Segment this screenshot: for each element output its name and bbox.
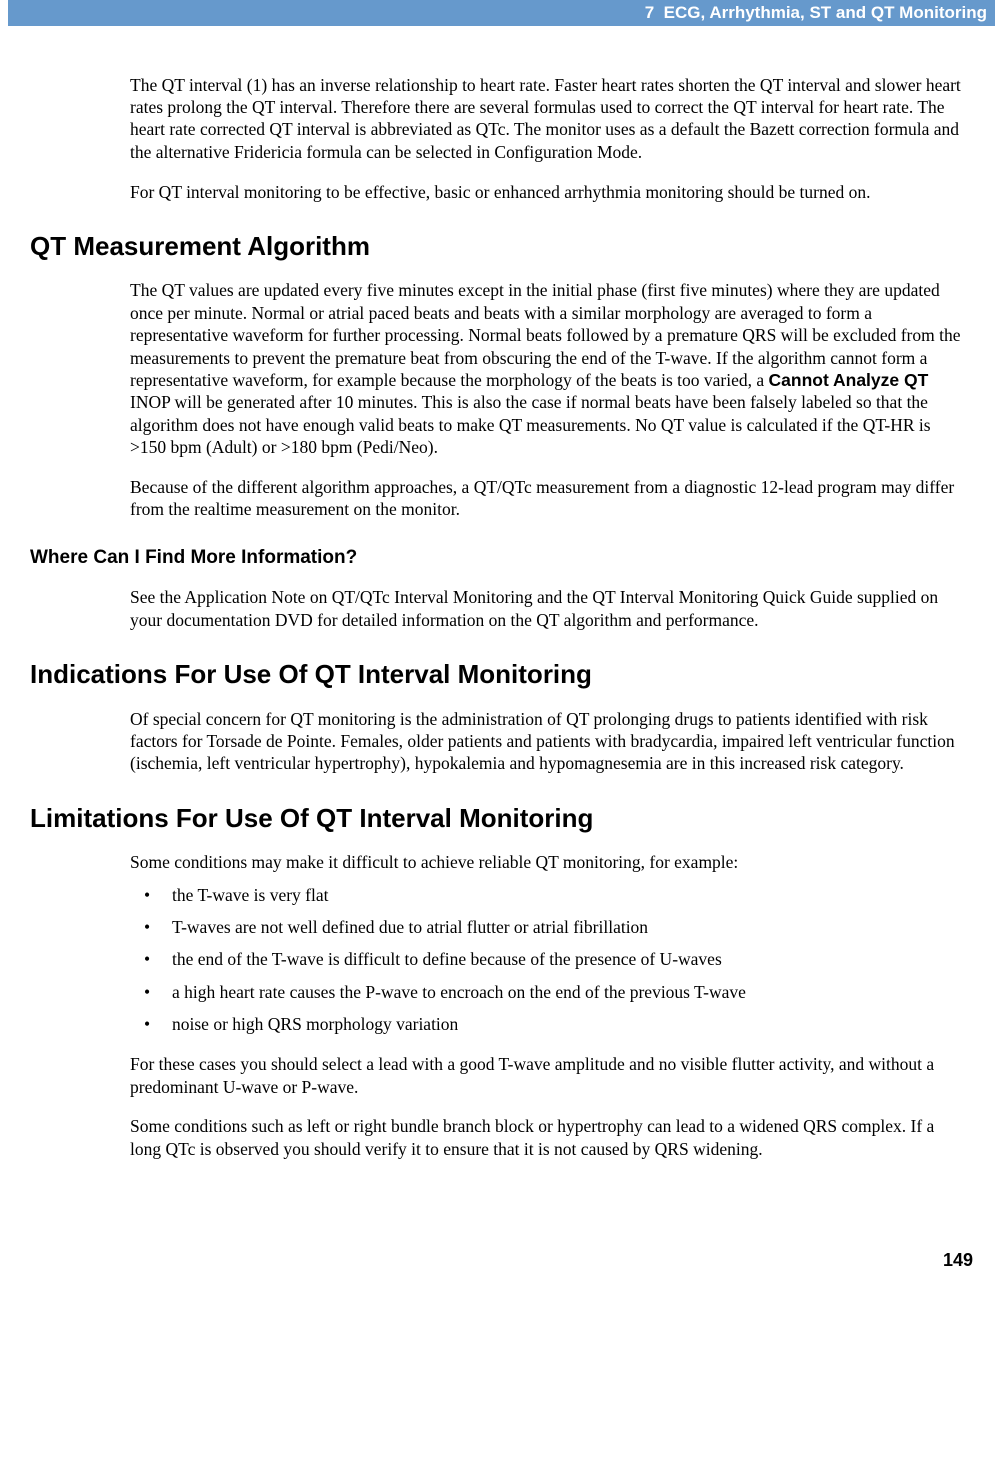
chapter-header: 7 ECG, Arrhythmia, ST and QT Monitoring — [8, 0, 995, 26]
chapter-title: ECG, Arrhythmia, ST and QT Monitoring — [664, 3, 987, 22]
inop-label: Cannot Analyze QT — [769, 370, 929, 390]
page-number: 149 — [0, 1250, 1003, 1271]
intro-paragraph-1: The QT interval (1) has an inverse relat… — [130, 74, 963, 164]
list-item: noise or high QRS morphology variation — [130, 1013, 963, 1035]
page-content: The QT interval (1) has an inverse relat… — [0, 26, 1003, 1190]
intro-paragraph-2: For QT interval monitoring to be effecti… — [130, 181, 963, 203]
list-item: a high heart rate causes the P-wave to e… — [130, 981, 963, 1003]
qt-algorithm-paragraph-1: The QT values are updated every five min… — [130, 279, 963, 458]
limitations-paragraph-3: Some conditions such as left or right bu… — [130, 1115, 963, 1160]
heading-qt-algorithm: QT Measurement Algorithm — [30, 231, 973, 262]
heading-limitations: Limitations For Use Of QT Interval Monit… — [30, 803, 973, 834]
list-item: T-waves are not well defined due to atri… — [130, 916, 963, 938]
list-item: the T-wave is very flat — [130, 884, 963, 906]
chapter-number: 7 — [645, 3, 654, 22]
list-item: the end of the T-wave is difficult to de… — [130, 948, 963, 970]
heading-more-info: Where Can I Find More Information? — [30, 547, 973, 569]
limitations-intro: Some conditions may make it difficult to… — [130, 851, 963, 873]
more-info-paragraph: See the Application Note on QT/QTc Inter… — [130, 586, 963, 631]
limitations-bullet-list: the T-wave is very flat T-waves are not … — [130, 884, 963, 1036]
qt-algorithm-paragraph-2: Because of the different algorithm appro… — [130, 476, 963, 521]
heading-indications: Indications For Use Of QT Interval Monit… — [30, 659, 973, 690]
limitations-paragraph-2: For these cases you should select a lead… — [130, 1053, 963, 1098]
qt-alg-p1-post: INOP will be generated after 10 minutes.… — [130, 392, 931, 457]
indications-paragraph: Of special concern for QT monitoring is … — [130, 708, 963, 775]
